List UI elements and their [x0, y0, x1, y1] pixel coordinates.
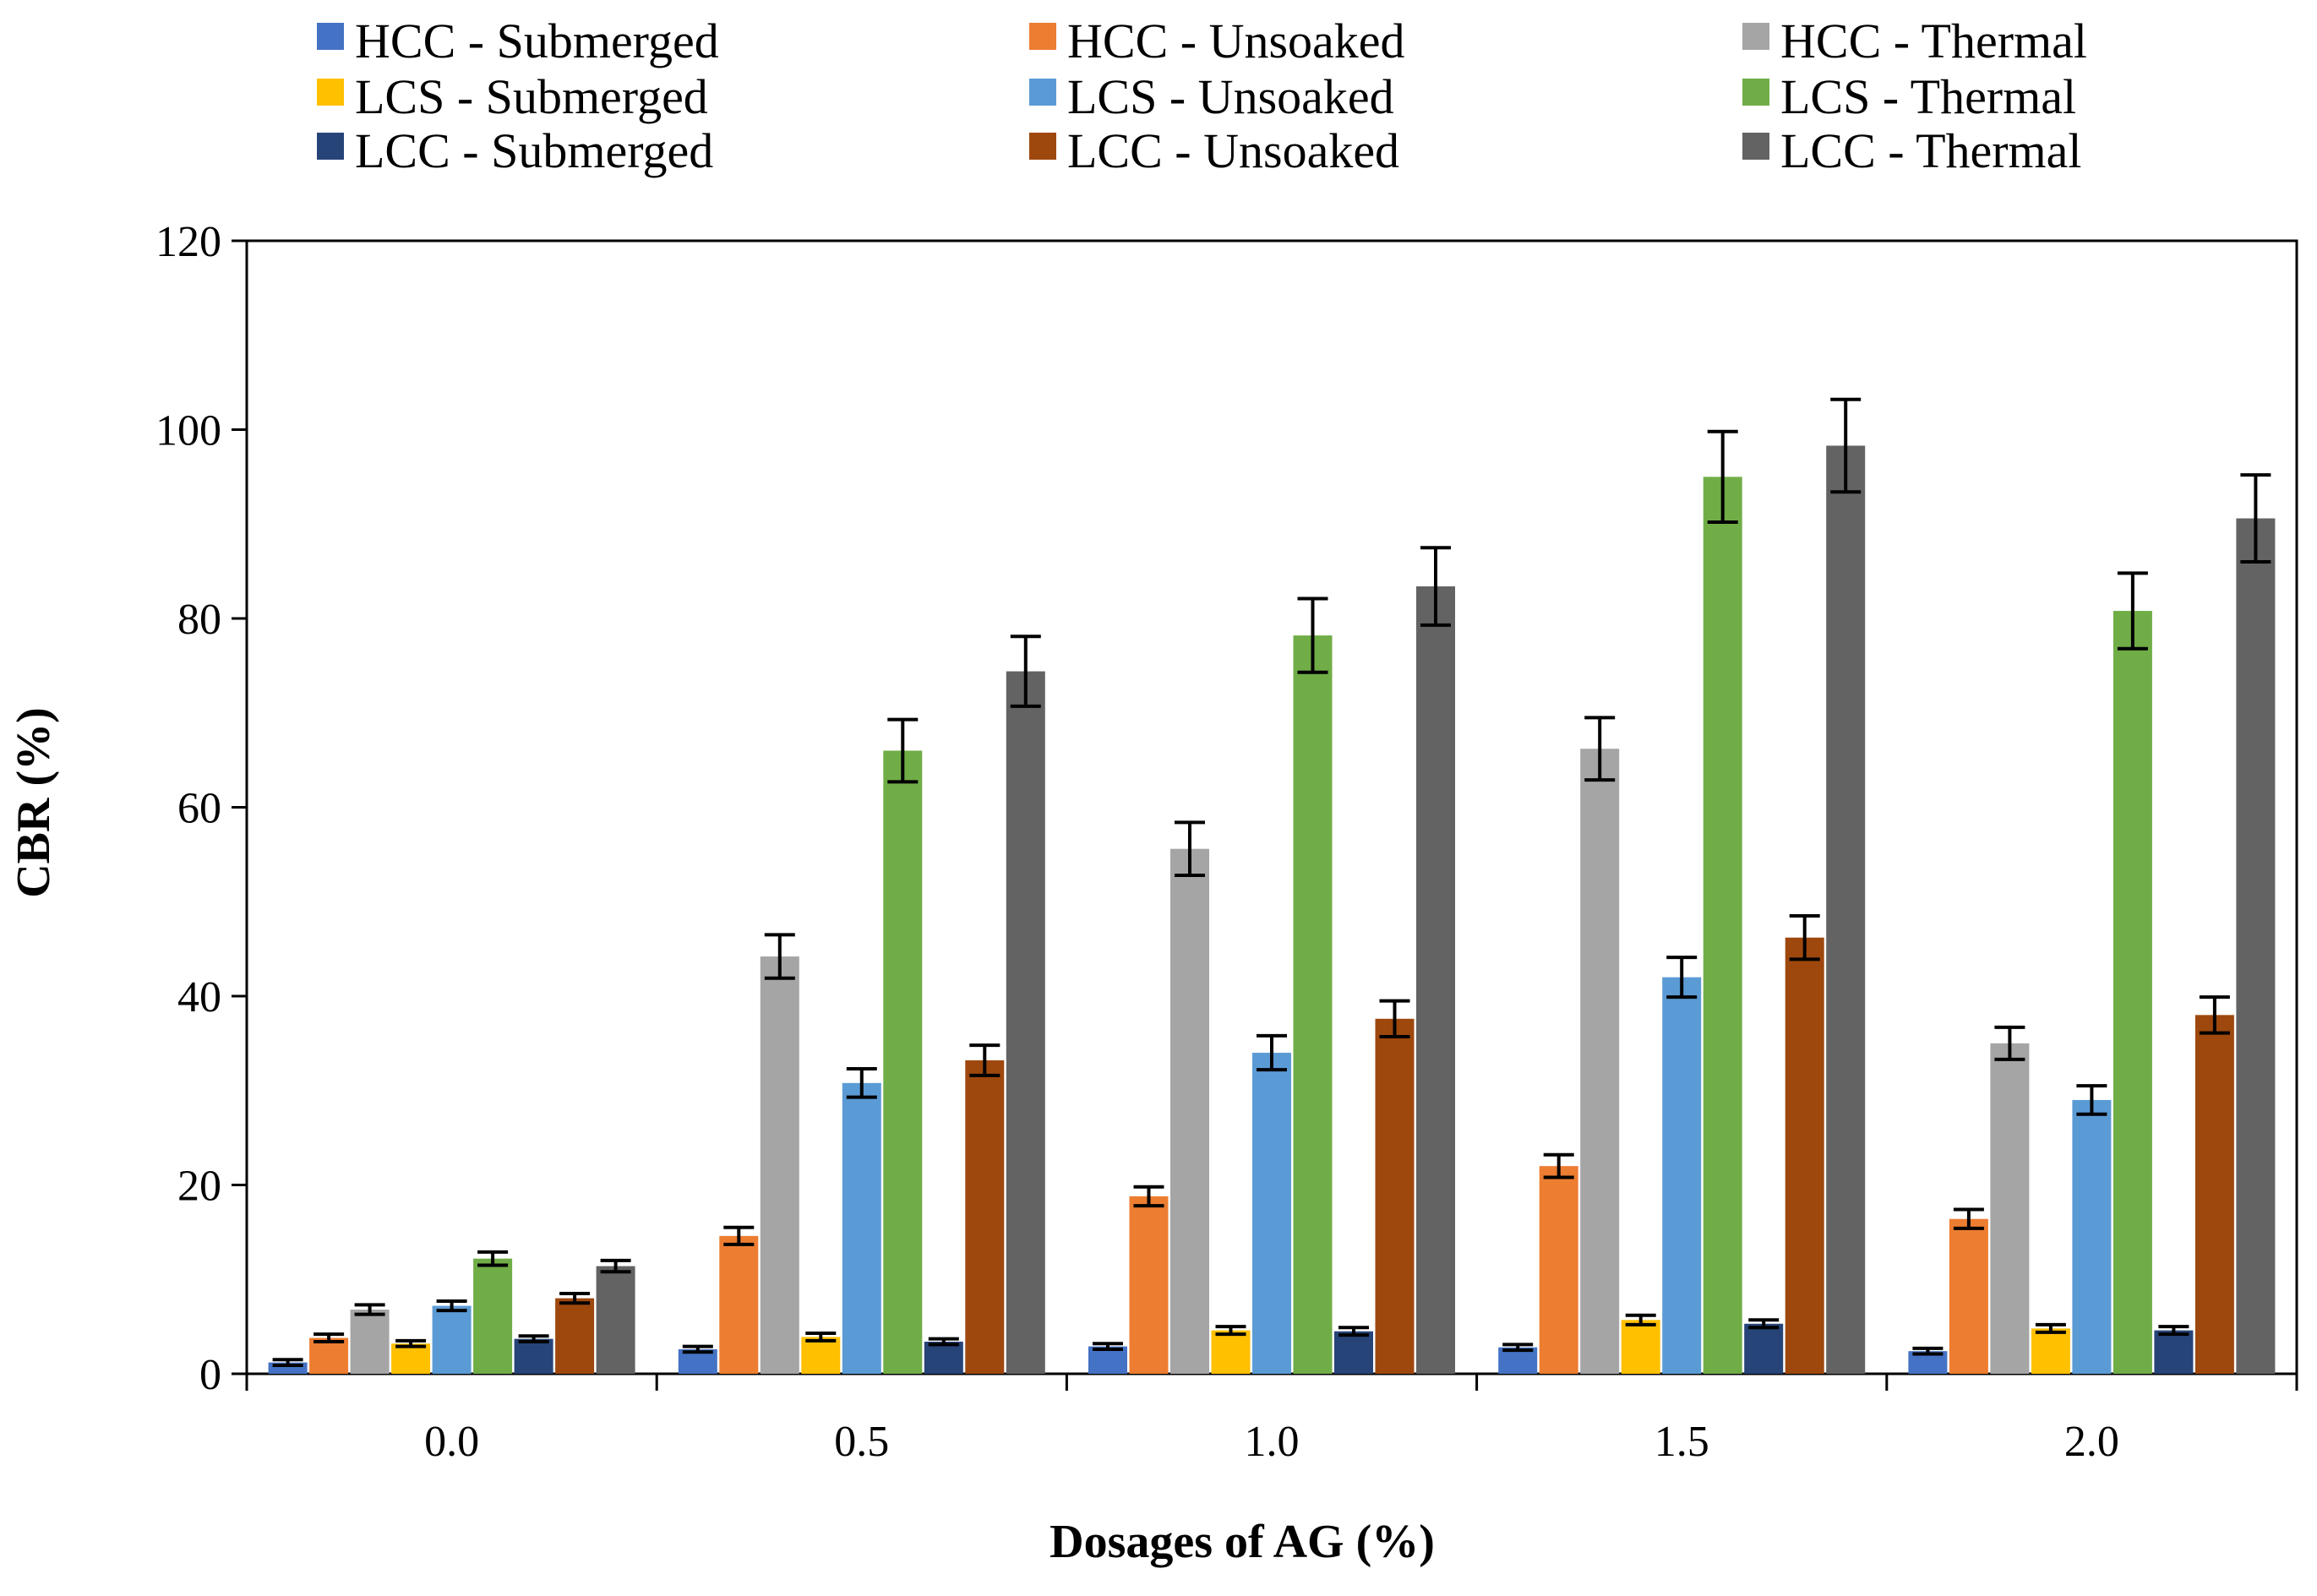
- bar: [1293, 635, 1333, 1374]
- y-tick-label: 0: [199, 1351, 221, 1399]
- bar: [965, 1059, 1005, 1374]
- y-axis-title: CBR (%): [8, 707, 60, 898]
- y-tick-label: 80: [177, 596, 221, 644]
- legend-swatch: [1029, 133, 1056, 160]
- legend-swatch: [1029, 79, 1056, 106]
- bar: [1580, 749, 1620, 1374]
- x-tick-label: 0.0: [424, 1418, 479, 1466]
- legend-swatch: [317, 133, 344, 160]
- bar: [1211, 1330, 1251, 1374]
- bar: [596, 1266, 635, 1374]
- bar: [842, 1082, 881, 1374]
- bar: [1006, 671, 1045, 1374]
- x-tick-label: 0.5: [834, 1418, 889, 1466]
- bars: [268, 445, 2276, 1374]
- error-bars: [272, 397, 2271, 1367]
- bar: [1375, 1018, 1415, 1374]
- y-tick-label: 40: [177, 973, 221, 1021]
- legend-label: HCC - Thermal: [1780, 14, 2087, 68]
- bar: [1416, 586, 1455, 1374]
- bar: [1170, 848, 1209, 1374]
- legend-swatch: [1742, 79, 1769, 106]
- y-tick-label: 100: [155, 407, 221, 455]
- bar: [719, 1235, 759, 1374]
- bar: [2031, 1328, 2070, 1374]
- bar: [473, 1258, 513, 1374]
- bar: [2236, 518, 2276, 1374]
- bar: [2154, 1330, 2194, 1374]
- y-tick-label: 60: [177, 785, 221, 833]
- bar: [801, 1337, 841, 1374]
- legend-label: LCC - Submerged: [355, 123, 713, 178]
- legend-label: LCS - Submerged: [355, 69, 708, 124]
- bar: [350, 1310, 390, 1374]
- bar: [1129, 1196, 1169, 1374]
- bar: [924, 1342, 963, 1374]
- y-tick-label: 20: [177, 1163, 221, 1211]
- bar: [1785, 937, 1824, 1374]
- legend-label: LCS - Thermal: [1780, 69, 2076, 124]
- legend-swatch: [1742, 23, 1769, 50]
- bar: [555, 1298, 595, 1374]
- legend-swatch: [1029, 23, 1056, 50]
- bar: [391, 1343, 431, 1374]
- bar: [1826, 445, 1866, 1374]
- x-tick-label: 2.0: [2064, 1418, 2119, 1466]
- legend-swatch: [1742, 133, 1769, 160]
- legend-label: LCC - Thermal: [1780, 123, 2082, 178]
- legend-swatch: [317, 79, 344, 106]
- y-tick-label: 120: [155, 218, 221, 266]
- bar: [309, 1337, 349, 1374]
- bar: [1990, 1043, 2030, 1374]
- bar: [432, 1305, 472, 1374]
- bar: [883, 750, 923, 1374]
- legend-label: HCC - Unsoaked: [1067, 14, 1405, 68]
- bar: [1252, 1053, 1291, 1374]
- x-axis-title: Dosages of AG (%): [1049, 1516, 1435, 1568]
- legend-swatch: [317, 23, 344, 50]
- bar: [1662, 977, 1702, 1374]
- bar: [1088, 1346, 1127, 1374]
- bar: [1744, 1323, 1784, 1374]
- bar: [1949, 1218, 1988, 1374]
- bar: [2194, 1015, 2234, 1374]
- x-tick-label: 1.0: [1245, 1418, 1300, 1466]
- bar: [760, 956, 799, 1374]
- x-tick-label: 1.5: [1655, 1418, 1709, 1466]
- bar: [2113, 611, 2152, 1374]
- legend-label: LCS - Unsoaked: [1067, 69, 1394, 124]
- bar: [1703, 477, 1742, 1374]
- bar: [514, 1338, 553, 1374]
- bar: [1621, 1320, 1660, 1374]
- bar: [1334, 1331, 1373, 1374]
- legend-label: LCC - Unsoaked: [1067, 123, 1399, 178]
- bar: [2072, 1099, 2112, 1374]
- legend: HCC - Submerged HCC - Unsoaked HCC - Therm…: [317, 14, 2087, 178]
- legend-label: HCC - Submerged: [355, 14, 719, 68]
- bar: [1539, 1166, 1578, 1374]
